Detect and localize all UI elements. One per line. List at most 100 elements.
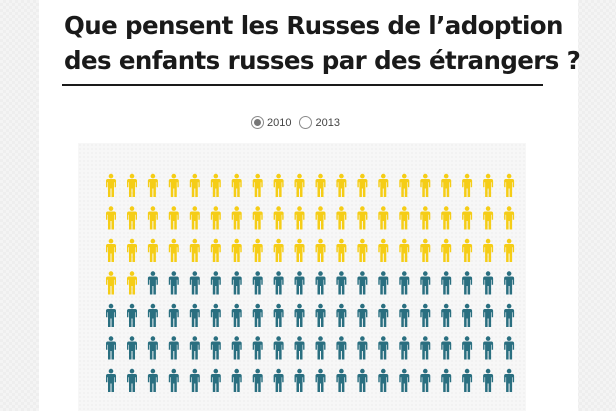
person-icon [106,336,116,360]
person-icon [483,368,494,392]
year-option-2013[interactable]: 2013 [299,116,340,129]
person-icon [168,336,179,360]
person-icon [127,368,137,392]
pictogram-chart [78,143,526,411]
person-icon [399,271,410,295]
pictogram-svg [106,173,515,392]
person-icon [210,336,221,360]
year-selector: 2010 2013 [251,116,348,129]
person-icon [420,173,431,197]
radio-2013[interactable] [299,116,313,129]
person-icon [357,271,368,295]
person-icon [147,368,158,392]
person-icon [189,238,200,262]
person-icon [231,271,242,295]
person-icon [189,303,200,327]
person-icon [273,368,284,392]
person-icon [441,271,452,295]
person-icon [168,173,179,197]
person-icon [273,173,284,197]
content-card: Que pensent les Russes de l’adoption des… [39,0,581,411]
person-icon [504,368,515,392]
person-icon [127,303,137,327]
person-icon [168,271,179,295]
person-icon [252,238,263,262]
person-icon [168,238,179,262]
person-icon [420,368,431,392]
person-icon [127,206,137,230]
person-icon [127,336,137,360]
person-icon [189,336,200,360]
year-option-2010[interactable]: 2010 [251,116,291,129]
person-icon [147,238,158,262]
person-icon [357,206,368,230]
person-icon [483,173,494,197]
person-icon [168,206,179,230]
person-icon [483,303,494,327]
person-icon [210,303,221,327]
person-icon [273,238,284,262]
person-icon [210,368,221,392]
title-underline [62,84,543,86]
person-icon [106,271,116,295]
person-icon [315,336,326,360]
person-icon [315,368,326,392]
person-icon [210,238,221,262]
person-icon [378,206,389,230]
person-icon [462,368,473,392]
person-icon [106,206,116,230]
person-icon [231,303,242,327]
person-icon [294,336,305,360]
person-icon [378,336,389,360]
person-icon [106,368,116,392]
person-icon [315,206,326,230]
person-icon [483,238,494,262]
person-icon [106,303,116,327]
person-icon [504,173,515,197]
person-icon [420,206,431,230]
person-icon [378,238,389,262]
person-icon [399,368,410,392]
person-icon [504,238,515,262]
person-icon [231,173,242,197]
person-icon [294,238,305,262]
person-icon [336,173,347,197]
person-icon [273,303,284,327]
person-icon [357,368,368,392]
radio-2010[interactable] [251,116,264,129]
person-icon [441,206,452,230]
person-icon [273,206,284,230]
person-icon [357,303,368,327]
person-icon [147,271,158,295]
person-icon [210,206,221,230]
person-icon [252,173,263,197]
person-icon [462,206,473,230]
person-icon [189,368,200,392]
person-icon [315,238,326,262]
person-icon [462,238,473,262]
person-icon [147,336,158,360]
person-icon [127,238,137,262]
person-icon [315,271,326,295]
person-icon [462,173,473,197]
title-line-1: Que pensent les Russes de l’adoption [64,11,563,40]
person-icon [336,368,347,392]
person-icon [168,368,179,392]
person-icon [399,303,410,327]
person-icon [378,173,389,197]
person-icon [127,271,137,295]
person-icon [147,303,158,327]
person-icon [483,271,494,295]
person-icon [294,173,305,197]
person-icon [189,271,200,295]
person-icon [399,238,410,262]
radio-dot [254,119,261,126]
person-icon [399,206,410,230]
person-icon [210,271,221,295]
person-icon [462,336,473,360]
person-icon [231,368,242,392]
person-icon [462,271,473,295]
person-icon [168,303,179,327]
person-icon [378,303,389,327]
person-icon [441,336,452,360]
